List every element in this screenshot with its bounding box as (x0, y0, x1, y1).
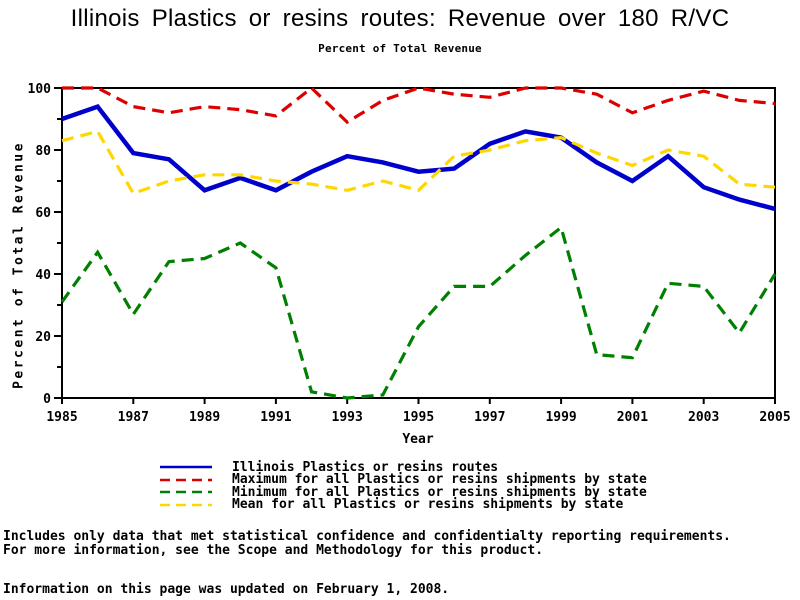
legend-item-label: Mean for all Plastics or resins shipment… (232, 497, 624, 513)
footnote-block: Includes only data that met statistical … (3, 530, 731, 557)
svg-text:1985: 1985 (46, 410, 77, 425)
legend-item: Mean for all Plastics or resins shipment… (160, 497, 647, 513)
legend-line-swatch (160, 466, 212, 469)
legend: Illinois Plastics or resins routes Maxim… (160, 459, 647, 513)
svg-text:60: 60 (35, 206, 51, 221)
svg-text:0: 0 (43, 392, 51, 407)
svg-text:2003: 2003 (688, 410, 719, 425)
x-axis-title: Year (402, 432, 434, 447)
legend-item: Maximum for all Plastics or resins shipm… (160, 472, 647, 488)
svg-text:2001: 2001 (617, 410, 648, 425)
legend-item-label: Maximum for all Plastics or resins shipm… (232, 472, 647, 488)
y-axis-title: Percent of Total Revenue (11, 141, 27, 389)
footnote-line: Includes only data that met statistical … (3, 529, 731, 544)
svg-text:1991: 1991 (260, 410, 291, 425)
legend-line-swatch (160, 478, 212, 481)
svg-text:1987: 1987 (118, 410, 149, 425)
legend-item: Minimum for all Plastics or resins shipm… (160, 484, 647, 500)
legend-item: Illinois Plastics or resins routes (160, 459, 647, 475)
legend-line-swatch (160, 491, 212, 494)
legend-item-label: Illinois Plastics or resins routes (232, 459, 499, 475)
svg-text:1989: 1989 (189, 410, 220, 425)
svg-text:100: 100 (28, 82, 52, 97)
svg-text:2005: 2005 (759, 410, 790, 425)
legend-line-swatch (160, 503, 212, 506)
svg-text:1997: 1997 (474, 410, 505, 425)
footnote-line: For more information, see the Scope and … (3, 542, 544, 558)
legend-item-label: Minimum for all Plastics or resins shipm… (232, 484, 647, 500)
chart-title: Illinois Plastics or resins routes: Reve… (70, 5, 730, 32)
svg-text:1999: 1999 (545, 410, 576, 425)
updated-note: Information on this page was updated on … (3, 582, 450, 597)
chart-subtitle: Percent of Total Revenue (318, 42, 482, 55)
svg-text:1993: 1993 (332, 410, 363, 425)
svg-text:20: 20 (35, 330, 51, 345)
plot-area: 0 20 40 60 80 100 1985 1987 1989 1991 1993 1995 1997… (28, 82, 791, 425)
svg-text:80: 80 (35, 144, 51, 159)
svg-text:40: 40 (35, 268, 51, 283)
svg-text:1995: 1995 (403, 410, 434, 425)
